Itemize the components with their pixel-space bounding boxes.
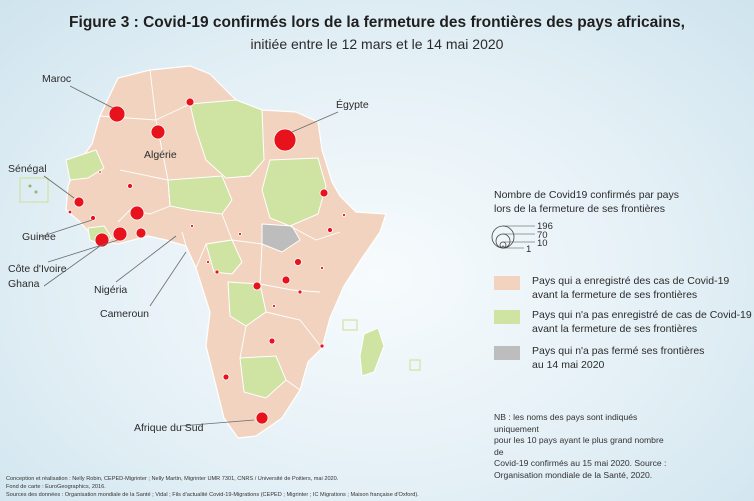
circle-nigeria — [135, 227, 147, 239]
note-box: NB : les noms des pays sont indiqués uni… — [494, 412, 667, 480]
circle-ghana — [94, 232, 110, 248]
south-sudan-region — [261, 223, 301, 253]
map-title: Figure 3 : Covid-19 confirmés lors de la… — [69, 14, 685, 31]
label-egypte: Égypte — [336, 98, 369, 111]
case-circles — [67, 97, 346, 425]
circle-misc-2 — [190, 224, 194, 228]
sudan-region — [261, 157, 327, 227]
legend-cases-before: Pays qui a enregistré des cas de Covid-1… — [494, 274, 754, 304]
circle-guinee — [90, 215, 96, 221]
swatch-not-closed — [494, 346, 520, 360]
cape-verde-box — [19, 177, 49, 203]
circle-misc-7 — [272, 304, 276, 308]
circle-gabon — [214, 269, 220, 275]
country-borders — [99, 69, 341, 391]
circle-rdc — [281, 275, 291, 285]
circle-ouganda — [297, 289, 303, 295]
circle-tunisie — [185, 97, 195, 107]
circle-mali — [127, 183, 133, 189]
label-cameroun: Cameroun — [100, 308, 149, 320]
circle-ethiopie — [327, 227, 333, 233]
circle-cameroun — [252, 281, 262, 291]
circle-cote-ivoire — [112, 226, 128, 242]
label-nigeria: Nigéria — [94, 284, 127, 296]
circle-afrique-du-sud — [255, 411, 269, 425]
swatch-cases-before — [494, 276, 520, 290]
size-legend-1: 1 — [526, 244, 531, 255]
circle-burkina — [129, 205, 145, 221]
circle-tanzanie — [268, 337, 276, 345]
circle-misc-6 — [238, 232, 242, 236]
size-legend-title: Nombre de Covid19 confirmés par pays lor… — [494, 189, 680, 215]
swatch-no-cases-before — [494, 310, 520, 324]
circle-egypte — [273, 128, 297, 152]
label-cote-ivoire: Côte d'Ivoire — [8, 263, 67, 275]
circle-mozambique — [319, 343, 325, 349]
circle-kenya — [294, 258, 302, 266]
label-algerie: Algérie — [144, 149, 177, 161]
seychelles-box — [342, 319, 358, 331]
legend-not-closed: Pays qui n'a pas fermé ses frontières au… — [494, 344, 754, 374]
size-legend-ticks — [503, 225, 535, 249]
leader-lines — [39, 85, 339, 427]
circle-soudan — [319, 188, 329, 198]
circle-algerie — [150, 124, 166, 140]
size-legend — [491, 225, 515, 249]
circle-senegal — [73, 196, 85, 208]
legend-no-cases-before: Pays qui n'a pas enregistré de cas de Co… — [494, 308, 754, 338]
circle-misc-1 — [98, 170, 102, 174]
west-sahara-region — [65, 149, 105, 181]
libya-region — [189, 99, 265, 179]
label-ghana: Ghana — [8, 278, 40, 290]
credits: Conception et réalisation : Nelly Robin,… — [6, 476, 419, 498]
size-legend-70: 70 — [537, 230, 548, 241]
size-legend-196: 196 — [537, 221, 553, 232]
circle-misc-4 — [320, 266, 324, 270]
madagascar — [359, 327, 385, 377]
mauritius-box — [409, 359, 421, 371]
circle-misc-3 — [206, 260, 210, 264]
circle-misc-8 — [67, 209, 73, 215]
southern-green-region-2 — [239, 355, 287, 399]
label-guinee: Guinée — [22, 231, 56, 243]
circle-zambie — [222, 373, 230, 381]
label-afrique-du-sud: Afrique du Sud — [134, 422, 204, 434]
circle-maroc — [108, 105, 126, 123]
map-subtitle: initiée entre le 12 mars et le 14 mai 20… — [250, 36, 504, 52]
size-legend-10: 10 — [537, 238, 548, 249]
circle-misc-5 — [342, 213, 346, 217]
label-senegal: Sénégal — [8, 163, 47, 175]
label-maroc: Maroc — [42, 73, 71, 85]
